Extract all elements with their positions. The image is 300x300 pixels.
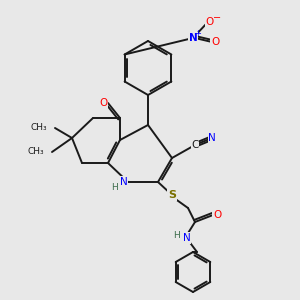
Text: N: N: [189, 33, 197, 43]
Text: N: N: [120, 177, 128, 187]
Text: CH₃: CH₃: [27, 148, 44, 157]
Text: H: H: [174, 232, 180, 241]
Text: S: S: [168, 190, 176, 200]
Text: C: C: [191, 140, 199, 150]
Text: O: O: [99, 98, 107, 108]
Text: O: O: [206, 17, 214, 27]
Text: O: O: [211, 37, 219, 47]
Text: N: N: [208, 133, 216, 143]
Text: O: O: [213, 210, 221, 220]
Text: CH₃: CH₃: [30, 124, 47, 133]
Text: −: −: [213, 13, 221, 23]
Text: H: H: [112, 182, 118, 191]
Text: +: +: [195, 28, 201, 38]
Text: N: N: [183, 233, 191, 243]
